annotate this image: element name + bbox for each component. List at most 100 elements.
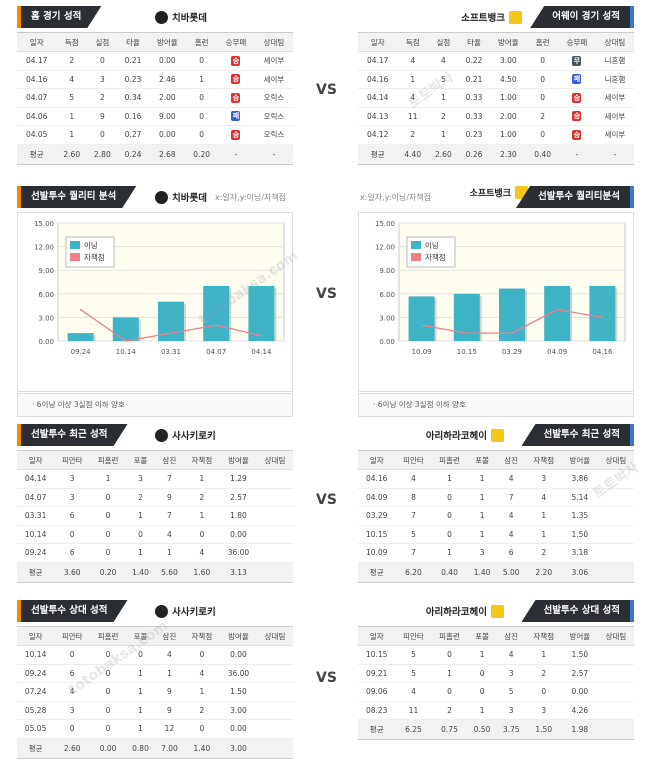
table-cell: [597, 645, 634, 665]
table-header-row: 일자 피안타 피홈런 포볼 삼진 자책점 방어율 상대팀: [358, 626, 634, 646]
column-header: 상대팀: [257, 626, 293, 646]
column-header: 타율: [458, 32, 490, 52]
average-cell: 1.40: [183, 738, 220, 759]
table-cell: 0: [186, 88, 217, 108]
table-cell: 3: [54, 701, 91, 720]
average-cell: 3.75: [496, 719, 526, 740]
table-row: 08.23 11 2 1 3 3 4.26: [358, 701, 634, 720]
table-cell: 4: [428, 51, 459, 71]
result-badge: 승: [231, 129, 241, 140]
section-vs-pitching: 선발투수 상대 성적 사사키로키 일자 피안타 피홈런 포볼 삼진 자책점 방어율 상대팀 10…: [0, 600, 650, 760]
recent-pitching-left: 선발투수 최근 성적 사사키로키 일자 피안타 피홈런 포볼 삼진 자책점 방어율 상대팀 04…: [17, 424, 293, 583]
average-cell: 0.80: [126, 738, 155, 759]
table-cell: [257, 719, 293, 739]
table-row: 04.16 1 5 0.21 4.50 0 패 니혼햄: [358, 70, 634, 89]
table-row: 07.24 4 0 1 9 1 1.50: [17, 682, 293, 702]
bar: [203, 285, 230, 341]
y-tick-label: 3.00: [379, 314, 395, 322]
result-cell: 패: [216, 107, 255, 126]
x-tick-label: 04.09: [547, 348, 567, 356]
table-cell: 0.23: [117, 70, 149, 89]
average-cell: 0.20: [90, 562, 127, 583]
column-header: 방어율: [561, 626, 598, 646]
table-cell: [597, 701, 634, 720]
table-cell: 3: [496, 701, 526, 720]
column-header: 상대팀: [595, 32, 634, 52]
table-cell: 0: [90, 701, 127, 720]
column-header: 피홈런: [431, 450, 468, 470]
column-header: 일자: [17, 450, 55, 470]
table-cell: 4: [397, 88, 429, 108]
table-header-row: 일자 피안타 피홈런 포볼 삼진 자책점 방어율 상대팀: [17, 450, 293, 470]
result-badge: 승: [231, 74, 241, 85]
chart-note: · 6이닝 이상 3실점 이하 양호: [358, 393, 634, 417]
column-header: 득점: [56, 32, 88, 52]
average-cell: 2.30: [489, 144, 528, 165]
table-cell: 04.16: [17, 70, 57, 89]
average-cell: 6.20: [395, 562, 432, 583]
team-logo-icon: [509, 10, 522, 24]
table-cell: 5.14: [561, 488, 598, 507]
table-cell: 1: [467, 645, 497, 665]
team-name: 소프트뱅크: [461, 10, 522, 24]
table-cell: 09.06: [358, 682, 396, 702]
team-name: 아리하라코헤이: [426, 604, 504, 618]
table-cell: 1.29: [219, 469, 258, 489]
table-row: 03.29 7 0 1 4 1 1.35: [358, 506, 634, 526]
result-cell: 승: [557, 88, 596, 108]
result-cell: 무: [557, 51, 596, 71]
column-header: 포볼: [126, 626, 155, 646]
table-header-row: 일자 피안타 피홈런 포볼 삼진 자책점 방어율 상대팀: [358, 450, 634, 470]
table-header-row: 일자 득점 실점 타율 방어율 홈런 승무패 상대팀: [17, 32, 293, 52]
column-header: 일자: [358, 32, 398, 52]
table-row: 04.12 2 1 0.23 1.00 0 승 세이부: [358, 125, 634, 145]
table-cell: 04.17: [17, 51, 57, 71]
legend-label: 자책점: [425, 252, 446, 262]
table-cell: 1: [126, 719, 155, 739]
table-cell: 니혼햄: [595, 51, 634, 71]
column-header: 실점: [428, 32, 459, 52]
panel-title: 선발투수 상대 성적: [17, 600, 128, 622]
player-label: 사사키로키: [172, 607, 216, 618]
table-row: 05.28 3 0 1 9 2 3.00: [17, 701, 293, 720]
column-header: 자책점: [183, 626, 220, 646]
table-cell: 세이부: [254, 70, 293, 89]
table-cell: 5: [496, 682, 526, 702]
table-cell: 오릭스: [254, 88, 293, 108]
column-header: 일자: [17, 32, 57, 52]
table-cell: 0: [90, 645, 127, 665]
team-label: 소프트뱅크: [469, 189, 511, 199]
axis-subtitle: x:일자,y:이닝/자책점: [360, 193, 432, 202]
average-cell: 0.20: [186, 144, 217, 165]
y-tick-label: 0.00: [38, 338, 54, 346]
table-cell: 0: [54, 645, 91, 665]
stats-table: 일자 득점 실점 타율 방어율 홈런 승무패 상대팀 04.17 4 4 0.22 3.00 0 무 니혼햄 0…: [358, 32, 634, 165]
table-cell: 1: [467, 469, 497, 489]
table-cell: 5: [56, 88, 88, 108]
section-quality-chart: 선발투수 퀄리티 분석 치바롯데 x:일자,y:이닝/자책점 0.00 3.00 6…: [0, 186, 650, 417]
table-row: 04.07 3 0 2 9 2 2.57: [17, 488, 293, 507]
table-cell: 10.15: [358, 525, 396, 544]
player-photo-icon: [155, 428, 168, 442]
result-badge: 승: [572, 111, 582, 122]
table-row: 04.17 2 0 0.21 0.00 0 승 세이부: [17, 51, 293, 71]
average-cell: 0.40: [431, 562, 468, 583]
column-header: 피안타: [395, 450, 432, 470]
column-header: 방어율: [219, 450, 258, 470]
table-cell: 0.33: [458, 88, 490, 108]
result-badge: 승: [231, 55, 241, 66]
table-cell: 4: [154, 645, 184, 665]
table-cell: 0: [467, 664, 497, 683]
average-label: 평균: [17, 738, 55, 759]
legend-swatch: [411, 253, 421, 261]
table-cell: 0: [87, 51, 118, 71]
stats-table: 일자 피안타 피홈런 포볼 삼진 자책점 방어율 상대팀 04.16 4 1 1 4 3 3.86 04.09…: [358, 450, 634, 583]
table-cell: 4.26: [561, 701, 598, 720]
y-tick-label: 12.00: [375, 244, 395, 252]
legend-label: 자책점: [84, 252, 105, 262]
table-cell: 1: [186, 70, 217, 89]
column-header: 승무패: [557, 32, 596, 52]
vs-label: VS: [316, 492, 337, 508]
average-cell: -: [557, 144, 596, 165]
table-row: 04.06 1 9 0.16 9.00 0 패 오릭스: [17, 107, 293, 126]
